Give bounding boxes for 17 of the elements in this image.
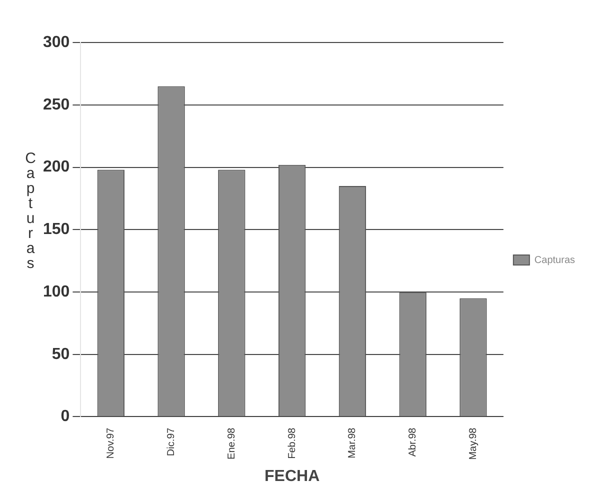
y-tick-label: 50 (52, 346, 70, 363)
x-tick-label: Nov.97 (106, 427, 117, 459)
y-tick-label: 250 (42, 96, 70, 114)
x-axis-title: FECHA (264, 468, 320, 485)
x-tick-label: Dic.97 (166, 427, 178, 456)
y-tick-label: 150 (42, 221, 70, 238)
y-tick-label: 200 (42, 158, 70, 176)
x-tick-label: Ene.98 (226, 427, 238, 460)
x-tick-label: Abr.98 (408, 427, 419, 457)
legend-label: Capturas (534, 254, 575, 266)
x-tick-label: May.98 (468, 427, 479, 460)
x-tick-label: Feb.98 (286, 427, 298, 459)
y-tick-label: 300 (42, 34, 70, 52)
y-tick-label: 100 (42, 283, 70, 300)
y-tick-label: 0 (60, 408, 70, 426)
x-tick-label: Mar.98 (347, 427, 358, 458)
y-axis-title: Capturas (22, 150, 39, 270)
